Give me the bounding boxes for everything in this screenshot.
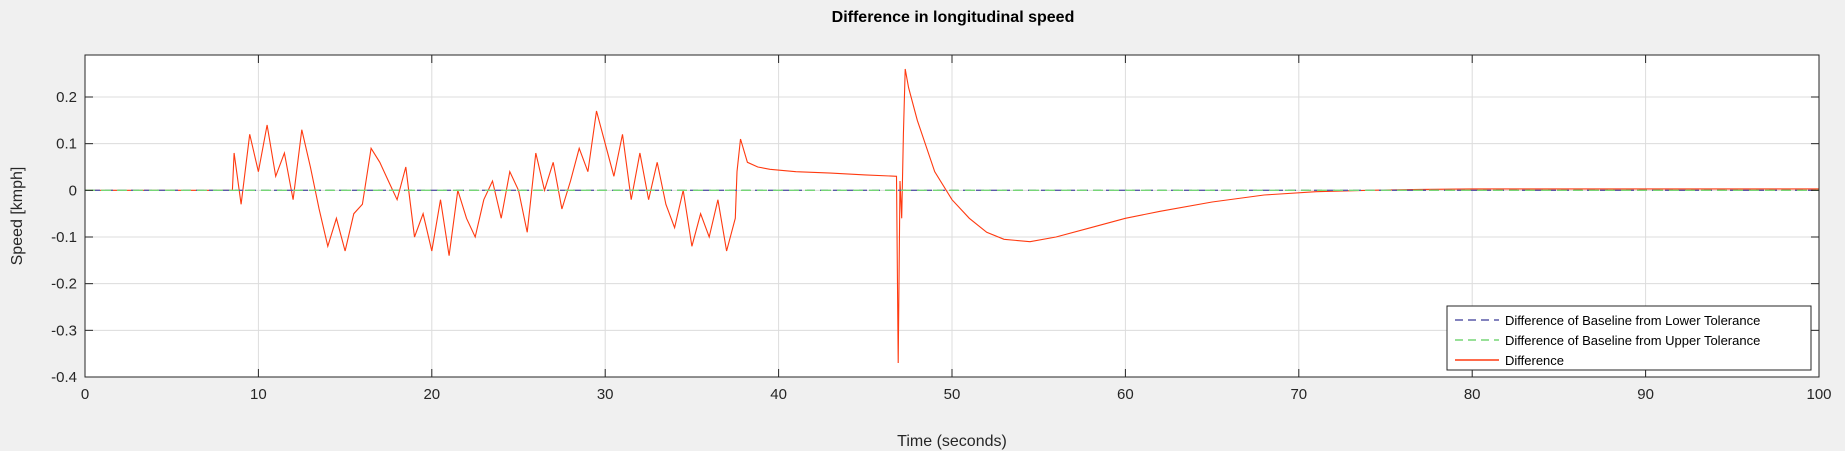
y-tick-label: -0.1 — [51, 229, 77, 246]
x-tick-label: 0 — [81, 386, 89, 403]
x-tick-label: 70 — [1290, 386, 1307, 403]
y-tick-label: 0 — [69, 182, 77, 199]
legend-label: Difference of Baseline from Lower Tolera… — [1505, 313, 1760, 328]
x-tick-label: 80 — [1464, 386, 1481, 403]
y-tick-label: -0.3 — [51, 322, 77, 339]
x-tick-label: 50 — [944, 386, 961, 403]
x-tick-label: 100 — [1806, 386, 1831, 403]
y-tick-label: -0.2 — [51, 276, 77, 293]
x-tick-label: 30 — [597, 386, 614, 403]
y-tick-label: 0.2 — [56, 89, 77, 106]
x-tick-label: 90 — [1637, 386, 1654, 403]
x-tick-label: 10 — [250, 386, 267, 403]
x-tick-label: 60 — [1117, 386, 1134, 403]
x-tick-label: 40 — [770, 386, 787, 403]
x-tick-label: 20 — [423, 386, 440, 403]
y-tick-label: -0.4 — [51, 369, 77, 386]
legend-box — [1446, 305, 1812, 371]
chart-title: Difference in longitudinal speed — [832, 9, 1075, 26]
x-axis-label: Time (seconds) — [897, 433, 1007, 450]
ticks: 0 10 20 30 40 50 60 70 80 90 100 -0.4 -0.3 -0.2 -0.1 0 0… — [51, 55, 1832, 403]
legend-label: Difference — [1505, 353, 1564, 368]
series-line-2 — [85, 68, 1819, 364]
series-layer — [85, 68, 1819, 364]
y-axis-label: Speed [kmph] — [9, 167, 26, 266]
y-tick-label: 0.1 — [56, 136, 77, 153]
legend-label: Difference of Baseline from Upper Tolera… — [1505, 333, 1760, 348]
legend: Difference of Baseline from Lower Tolera… — [1446, 305, 1812, 371]
